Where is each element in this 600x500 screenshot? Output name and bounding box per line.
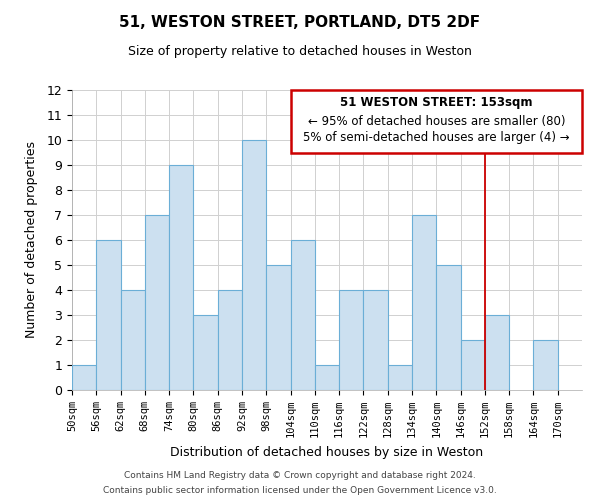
Bar	[436, 265, 461, 390]
Text: ← 95% of detached houses are smaller (80): ← 95% of detached houses are smaller (80…	[308, 115, 565, 128]
Bar	[96, 240, 121, 390]
Bar	[242, 140, 266, 390]
Text: Contains public sector information licensed under the Open Government Licence v3: Contains public sector information licen…	[103, 486, 497, 495]
Bar	[218, 290, 242, 390]
Bar	[72, 365, 96, 390]
Bar	[412, 215, 436, 390]
Bar	[339, 290, 364, 390]
Bar	[461, 340, 485, 390]
Bar	[121, 290, 145, 390]
Y-axis label: Number of detached properties: Number of detached properties	[25, 142, 38, 338]
Bar	[315, 365, 339, 390]
Bar	[169, 165, 193, 390]
Bar	[145, 215, 169, 390]
Bar	[364, 290, 388, 390]
Text: 51 WESTON STREET: 153sqm: 51 WESTON STREET: 153sqm	[340, 96, 533, 109]
X-axis label: Distribution of detached houses by size in Weston: Distribution of detached houses by size …	[170, 446, 484, 458]
Bar	[290, 240, 315, 390]
FancyBboxPatch shape	[290, 90, 582, 152]
Bar	[485, 315, 509, 390]
Bar	[193, 315, 218, 390]
Text: Size of property relative to detached houses in Weston: Size of property relative to detached ho…	[128, 45, 472, 58]
Text: Contains HM Land Registry data © Crown copyright and database right 2024.: Contains HM Land Registry data © Crown c…	[124, 471, 476, 480]
Bar	[388, 365, 412, 390]
Bar	[533, 340, 558, 390]
Text: 51, WESTON STREET, PORTLAND, DT5 2DF: 51, WESTON STREET, PORTLAND, DT5 2DF	[119, 15, 481, 30]
Text: 5% of semi-detached houses are larger (4) →: 5% of semi-detached houses are larger (4…	[303, 131, 569, 144]
Bar	[266, 265, 290, 390]
